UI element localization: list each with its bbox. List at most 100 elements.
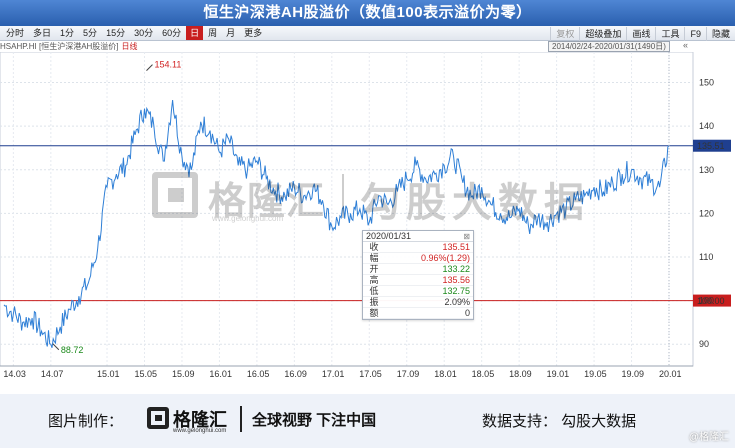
period-button-4[interactable]: 15分: [106, 28, 126, 38]
cycle-label: 日线: [121, 42, 138, 51]
min-marker-leader: [52, 343, 60, 351]
max-marker-leader: [146, 64, 153, 71]
reference-label-box: [693, 294, 731, 307]
period-button-1[interactable]: 多日: [33, 28, 52, 38]
period-button-9[interactable]: 月: [226, 28, 236, 38]
tooltip-date: 2020/01/31: [366, 231, 412, 241]
tooltip-row: 振 2.09%: [363, 297, 473, 308]
tooltip-row: 高 135.56: [363, 275, 473, 286]
period-button-0[interactable]: 分时: [6, 28, 25, 38]
tooltip-row: 收 135.51: [363, 242, 473, 253]
collapse-chevron-icon[interactable]: «: [683, 40, 689, 50]
corner-watermark: @格隆汇: [688, 432, 729, 443]
x-tick-label: 19.01: [547, 369, 570, 379]
tooltip-row-label: 开: [369, 264, 379, 274]
period-button-3[interactable]: 5分: [83, 28, 98, 38]
page-title: 恒生沪深港AH股溢价（数值100表示溢价为零）: [0, 0, 735, 26]
max-marker-label: 154.11: [154, 60, 181, 70]
x-tick-label: 15.01: [97, 369, 120, 379]
chart-toolbar: 分时 多日 1分 5分 15分 30分 60分日周月更多 复权 超级叠加 画线 工具 F9 隐藏: [0, 26, 735, 41]
tool-button-0[interactable]: 复权: [550, 26, 579, 41]
x-tick-label: 17.01: [322, 369, 345, 379]
reference-label: 135.51: [697, 141, 725, 151]
x-tick-label: 18.01: [434, 369, 457, 379]
x-tick-label: 16.05: [247, 369, 270, 379]
period-button-8[interactable]: 周: [208, 28, 218, 38]
tooltip-row-value: 0.96%(1.29): [420, 253, 470, 263]
tooltip-row-label: 振: [369, 297, 379, 307]
tooltip-row-value: 133.22: [442, 264, 470, 274]
security-code: HSAHP.HI [恒生沪深港AH股溢价] 日线: [0, 41, 138, 52]
period-selector: 分时 多日 1分 5分 15分 30分 60分日周月更多: [2, 26, 267, 41]
y-tick-label: 140: [699, 121, 714, 131]
y-tick-label: 90: [699, 339, 709, 349]
footer-logo-icon: [147, 407, 169, 429]
chart-grid: [0, 52, 694, 367]
period-button-10[interactable]: 更多: [244, 28, 263, 38]
min-marker-label: 88.72: [61, 345, 84, 355]
x-tick-label: 14.07: [41, 369, 64, 379]
tool-buttons: 复权 超级叠加 画线 工具 F9 隐藏: [550, 26, 735, 41]
data-tooltip: 2020/01/31 ⊠ 收 135.51 幅 0.96%(1.29) 开 133.22 高…: [362, 230, 474, 320]
tool-button-4[interactable]: F9: [684, 26, 706, 41]
series-line: [3, 99, 670, 348]
x-tick-label: 19.09: [622, 369, 645, 379]
tooltip-header: 2020/01/31 ⊠: [363, 231, 473, 242]
tooltip-row-label: 幅: [369, 253, 379, 263]
y-tick-label: 120: [699, 208, 714, 218]
reference-label-box: [693, 139, 731, 152]
reference-lines: 135.51 100.00: [0, 139, 731, 307]
x-tick-label: 14.03: [3, 369, 26, 379]
x-tick-label: 15.05: [134, 369, 157, 379]
tooltip-row: 低 132.75: [363, 286, 473, 297]
reference-label: 100.00: [697, 296, 725, 306]
plot-area: [0, 52, 694, 367]
y-tick-label: 130: [699, 165, 714, 175]
tool-button-3[interactable]: 工具: [655, 26, 684, 41]
series-info: HSAHP.HI [恒生沪深港AH股溢价] 日线 2014/02/24-2020/…: [0, 40, 735, 52]
tooltip-row-value: 132.75: [442, 286, 470, 296]
footer-url: www.gelonghui.com: [173, 428, 227, 434]
tool-button-5[interactable]: 隐藏: [705, 26, 735, 41]
period-button-5[interactable]: 30分: [134, 28, 154, 38]
x-tick-label: 18.05: [472, 369, 495, 379]
tooltip-row-label: 额: [369, 308, 379, 318]
x-tick-label: 15.09: [172, 369, 195, 379]
x-tick-label: 16.09: [284, 369, 307, 379]
period-button-6[interactable]: 60分: [162, 28, 182, 38]
tooltip-row-value: 2.09%: [444, 297, 470, 307]
footer-brand: 格隆汇: [173, 410, 227, 430]
footer: 图片制作： 格隆汇 www.gelonghui.com 全球视野 下注中国 数据…: [0, 394, 735, 448]
tooltip-row: 幅 0.96%(1.29): [363, 253, 473, 264]
tool-button-2[interactable]: 画线: [626, 26, 655, 41]
footer-slogan: 全球视野 下注中国: [252, 412, 377, 429]
x-tick-label: 19.05: [584, 369, 607, 379]
y-tick-label: 100: [699, 296, 714, 306]
tooltip-row-label: 高: [369, 275, 379, 285]
period-button-2[interactable]: 1分: [60, 28, 75, 38]
made-by-label: 图片制作：: [48, 413, 124, 430]
chart-marks: 154.11 88.72: [52, 52, 670, 366]
x-tick-label: 17.05: [359, 369, 382, 379]
tool-button-1[interactable]: 超级叠加: [579, 26, 626, 41]
date-range-box[interactable]: 2014/02/24-2020/01/31(1490日): [548, 41, 670, 52]
security-code-label: HSAHP.HI [恒生沪深港AH股溢价]: [0, 42, 119, 51]
x-tick-label: 20.01: [659, 369, 682, 379]
tooltip-row-value: 135.56: [442, 275, 470, 285]
tooltip-rows: 收 135.51 幅 0.96%(1.29) 开 133.22 高 135.56 低 132.75…: [363, 242, 473, 319]
tooltip-row-label: 收: [369, 242, 379, 252]
y-tick-label: 150: [699, 78, 714, 88]
x-tick-label: 18.09: [509, 369, 532, 379]
tooltip-row: 开 133.22: [363, 264, 473, 275]
tooltip-close-icon[interactable]: ⊠: [463, 232, 470, 241]
y-axis: 90 100 110 120 130 140 150: [699, 78, 714, 350]
x-axis: 14.03 14.07 15.01 15.05 15.09 16.01 16.05 16.09…: [0, 365, 693, 379]
tooltip-row-label: 低: [369, 286, 379, 296]
y-tick-label: 110: [699, 252, 713, 262]
footer-divider: [240, 406, 242, 432]
period-button-7[interactable]: 日: [186, 26, 204, 40]
tooltip-row-value: 0: [464, 308, 470, 318]
tooltip-row-value: 135.51: [442, 242, 470, 252]
